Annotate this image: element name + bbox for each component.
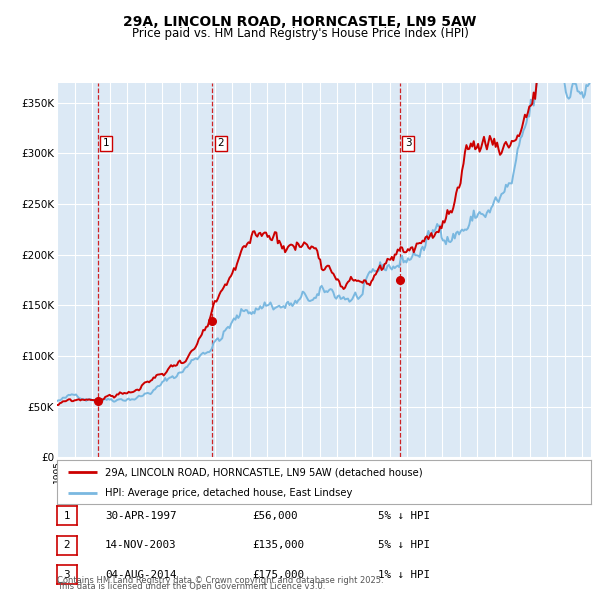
Text: 29A, LINCOLN ROAD, HORNCASTLE, LN9 5AW: 29A, LINCOLN ROAD, HORNCASTLE, LN9 5AW: [124, 15, 476, 29]
Text: 2: 2: [218, 138, 224, 148]
Text: This data is licensed under the Open Government Licence v3.0.: This data is licensed under the Open Gov…: [57, 582, 325, 590]
Text: 14-NOV-2003: 14-NOV-2003: [105, 540, 176, 550]
Text: 1: 1: [103, 138, 110, 148]
Text: 3: 3: [405, 138, 412, 148]
Text: HPI: Average price, detached house, East Lindsey: HPI: Average price, detached house, East…: [105, 487, 352, 497]
Text: 1% ↓ HPI: 1% ↓ HPI: [378, 570, 430, 579]
Text: 5% ↓ HPI: 5% ↓ HPI: [378, 540, 430, 550]
Text: £56,000: £56,000: [252, 511, 298, 520]
Text: Price paid vs. HM Land Registry's House Price Index (HPI): Price paid vs. HM Land Registry's House …: [131, 27, 469, 40]
Text: 29A, LINCOLN ROAD, HORNCASTLE, LN9 5AW (detached house): 29A, LINCOLN ROAD, HORNCASTLE, LN9 5AW (…: [105, 467, 422, 477]
Text: Contains HM Land Registry data © Crown copyright and database right 2025.: Contains HM Land Registry data © Crown c…: [57, 576, 383, 585]
Text: 30-APR-1997: 30-APR-1997: [105, 511, 176, 520]
Text: £175,000: £175,000: [252, 570, 304, 579]
Text: 3: 3: [64, 570, 70, 579]
Text: 2: 2: [64, 540, 70, 550]
Text: 5% ↓ HPI: 5% ↓ HPI: [378, 511, 430, 520]
Text: £135,000: £135,000: [252, 540, 304, 550]
Text: 1: 1: [64, 511, 70, 520]
Text: 04-AUG-2014: 04-AUG-2014: [105, 570, 176, 579]
